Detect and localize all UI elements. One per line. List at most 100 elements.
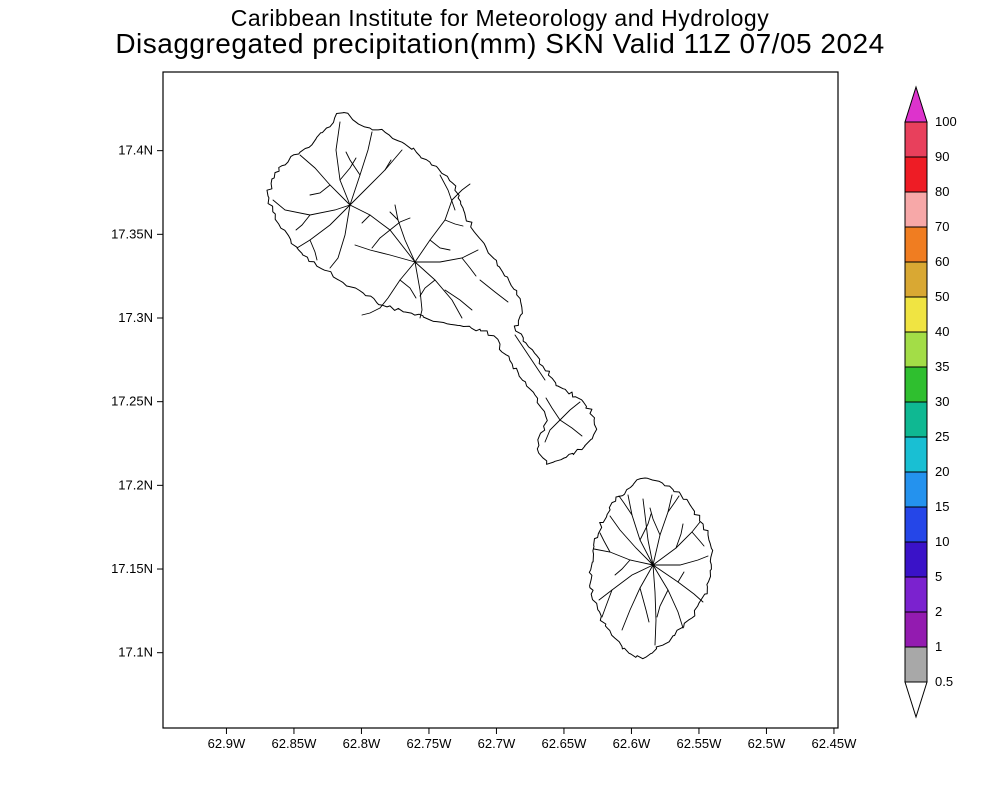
colorbar-label: 2 bbox=[935, 604, 942, 619]
stream-line bbox=[652, 564, 704, 603]
stream-line bbox=[652, 564, 684, 629]
colorbar-segment bbox=[904, 541, 928, 578]
stream-line bbox=[514, 334, 546, 381]
colorbar-label: 60 bbox=[935, 254, 949, 269]
stream-line bbox=[394, 204, 416, 263]
stream-line bbox=[691, 531, 705, 547]
colorbar-bottom-arrow bbox=[904, 681, 928, 719]
stream-line bbox=[614, 559, 631, 576]
colorbar-segment bbox=[904, 401, 928, 438]
stream-line bbox=[349, 149, 403, 206]
colorbar-segment bbox=[904, 471, 928, 508]
lat-tick-label: 17.35N bbox=[111, 226, 153, 241]
colorbar-segment bbox=[904, 331, 928, 368]
stream-line bbox=[439, 174, 456, 211]
colorbar-segment bbox=[904, 226, 928, 263]
lat-tick-label: 17.15N bbox=[111, 561, 153, 576]
stream-line bbox=[601, 589, 613, 618]
stream-line bbox=[451, 183, 471, 201]
lat-tick-label: 17.4N bbox=[118, 143, 153, 158]
stream-line bbox=[389, 211, 399, 221]
colorbar-label: 90 bbox=[935, 149, 949, 164]
stream-line bbox=[639, 587, 650, 623]
colorbar-label: 35 bbox=[935, 359, 949, 374]
stream-line bbox=[419, 279, 436, 297]
stream-line bbox=[345, 151, 361, 176]
colorbar-top-arrow bbox=[904, 85, 928, 123]
map-plot-area: 17.4N 17.35N 17.3N 17.25N 17.2N 17.15N 17.1N 62… bbox=[111, 71, 858, 751]
stream-line bbox=[609, 515, 654, 566]
colorbar-segment bbox=[904, 646, 928, 683]
stream-line bbox=[349, 204, 416, 263]
colorbar: 100 90 80 70 60 50 40 35 30 25 20 15 10 5 2 1 0.5 bbox=[904, 85, 957, 719]
stream-line bbox=[329, 204, 351, 269]
stream-line bbox=[649, 507, 661, 536]
colorbar-label: 30 bbox=[935, 394, 949, 409]
stream-line bbox=[361, 307, 381, 316]
colorbar-segment bbox=[904, 121, 928, 158]
stream-line bbox=[675, 523, 684, 549]
stream-line bbox=[414, 261, 463, 319]
lat-tick-label: 17.2N bbox=[118, 477, 153, 492]
colorbar-label: 20 bbox=[935, 464, 949, 479]
map-frame bbox=[162, 71, 839, 729]
stream-line bbox=[593, 548, 654, 566]
stream-line bbox=[414, 199, 453, 263]
stream-line bbox=[656, 589, 669, 618]
colorbar-label: 100 bbox=[935, 114, 957, 129]
colorbar-segment bbox=[904, 156, 928, 193]
colorbar-label: 80 bbox=[935, 184, 949, 199]
stream-line bbox=[295, 214, 311, 231]
lat-tick-label: 17.1N bbox=[118, 645, 153, 660]
stream-line bbox=[461, 257, 477, 277]
lon-tick-label: 62.8W bbox=[343, 736, 381, 751]
lon-tick-label: 62.45W bbox=[812, 736, 858, 751]
org-title: Caribbean Institute for Meteorology and … bbox=[230, 5, 770, 31]
lat-tick-label: 17.3N bbox=[118, 310, 153, 325]
stream-line bbox=[444, 219, 464, 227]
stream-line bbox=[399, 279, 417, 299]
colorbar-segment bbox=[904, 611, 928, 648]
colorbar-label: 15 bbox=[935, 499, 949, 514]
island-st-kitts bbox=[266, 112, 598, 465]
product-title: Disaggregated precipitation(mm) SKN Vali… bbox=[115, 28, 885, 59]
colorbar-segment bbox=[904, 191, 928, 228]
colorbar-label: 70 bbox=[935, 219, 949, 234]
lon-tick-label: 62.7W bbox=[478, 736, 516, 751]
colorbar-label: 5 bbox=[935, 569, 942, 584]
stream-line bbox=[414, 261, 423, 319]
island-nevis bbox=[588, 477, 714, 660]
lon-tick-label: 62.6W bbox=[613, 736, 651, 751]
stream-line bbox=[479, 279, 509, 303]
stream-line bbox=[652, 494, 673, 566]
stream-line bbox=[371, 229, 391, 249]
colorbar-label: 0.5 bbox=[935, 674, 953, 689]
stream-line bbox=[652, 564, 657, 646]
stream-line bbox=[598, 564, 654, 601]
stream-line bbox=[354, 244, 416, 263]
stream-line bbox=[309, 239, 318, 261]
stream-line bbox=[335, 121, 351, 206]
stream-line bbox=[639, 513, 652, 541]
colorbar-label: 25 bbox=[935, 429, 949, 444]
stream-line bbox=[618, 495, 633, 516]
stream-line bbox=[652, 521, 701, 566]
stream-line bbox=[349, 131, 373, 206]
stream-line bbox=[296, 204, 351, 249]
stream-line bbox=[299, 154, 351, 206]
colorbar-label: 40 bbox=[935, 324, 949, 339]
lon-tick-label: 62.75W bbox=[407, 736, 453, 751]
stream-line bbox=[379, 261, 416, 309]
colorbar-segment bbox=[904, 506, 928, 543]
stream-line bbox=[414, 249, 479, 263]
lon-tick-label: 62.5W bbox=[748, 736, 786, 751]
colorbar-segment bbox=[904, 261, 928, 298]
stream-line bbox=[667, 495, 680, 513]
lon-tick-label: 62.65W bbox=[542, 736, 588, 751]
colorbar-label: 50 bbox=[935, 289, 949, 304]
lat-tick-label: 17.25N bbox=[111, 394, 153, 409]
colorbar-segment bbox=[904, 366, 928, 403]
stream-line bbox=[559, 419, 583, 437]
colorbar-segment bbox=[904, 576, 928, 613]
